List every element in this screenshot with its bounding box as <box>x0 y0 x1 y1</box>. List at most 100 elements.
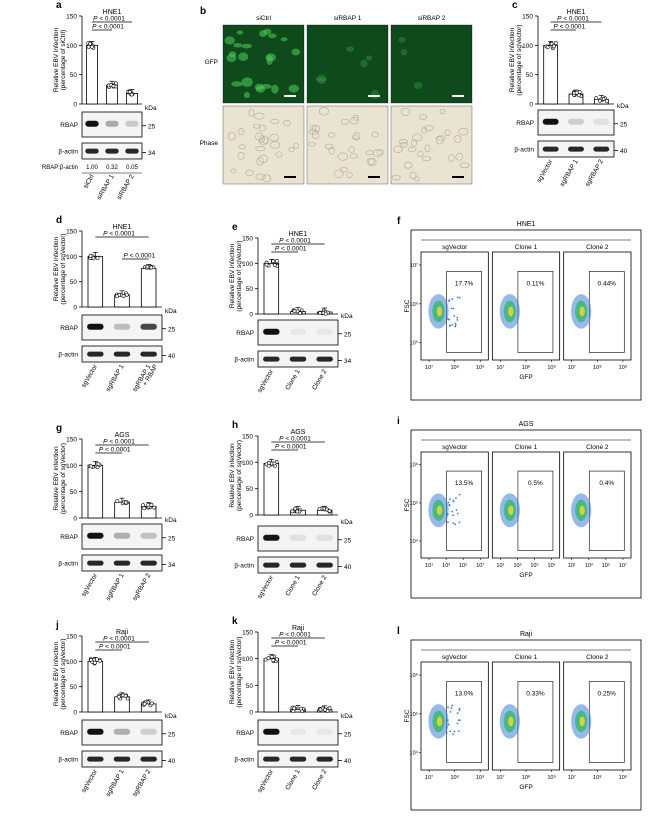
cell-cloud-peak <box>436 716 443 727</box>
y-tick-label: 50 <box>246 286 254 293</box>
x-group-label: sgRBAP 1 <box>559 158 580 188</box>
protein-band <box>125 120 139 127</box>
phase-cell <box>252 123 261 129</box>
x-group-label: sgRBAP 2 <box>584 158 605 188</box>
data-point <box>89 658 94 662</box>
y-axis-label: FSC <box>404 709 411 722</box>
phase-cell <box>455 152 463 161</box>
phase-cell <box>365 150 374 156</box>
data-point <box>116 694 121 699</box>
cell-event <box>457 730 460 733</box>
blot-label: RBAP <box>60 730 78 737</box>
sample-label: sgVector <box>442 444 468 451</box>
y-tick-label: 0 <box>249 513 253 520</box>
x-tick-label: 10⁹ <box>476 774 484 781</box>
phase-cell <box>418 114 428 120</box>
x-tick-label: 10⁸ <box>593 774 601 781</box>
y-tick-label: 150 <box>242 434 253 441</box>
protein-band <box>140 351 157 357</box>
panel-letter: h <box>232 420 238 431</box>
cell-event <box>447 723 450 726</box>
protein-band <box>87 532 104 539</box>
protein-band <box>140 323 157 330</box>
mw-label: 34 <box>344 358 352 365</box>
phase-cell <box>293 142 300 150</box>
x-group-label: sgVector <box>80 572 99 598</box>
x-tick-label: 10⁷ <box>425 774 433 781</box>
cell-event <box>456 712 459 714</box>
data-point <box>552 44 556 49</box>
gfp-cell <box>398 36 406 43</box>
mw-label: 25 <box>344 731 352 738</box>
x-group-label: sgRBAP 2 <box>131 572 152 602</box>
sample-label: Clone 1 <box>515 654 538 661</box>
protein-band <box>140 728 157 735</box>
x-group-label: sgVector <box>256 574 275 600</box>
y-tick-label: 100 <box>242 460 253 467</box>
p-value: P < 0.0001 <box>279 632 311 639</box>
gate-percent: 13.0% <box>455 690 474 697</box>
mw-label: 34 <box>168 562 176 569</box>
phase-cell <box>393 145 403 154</box>
cell-cloud-peak <box>436 306 443 317</box>
x-tick-label: 10⁸ <box>522 364 530 371</box>
data-point <box>146 502 151 507</box>
bar <box>263 262 280 315</box>
y-tick-label: 10⁵ <box>410 500 418 507</box>
data-point <box>293 506 298 511</box>
x-tick-label: 10⁸ <box>450 774 458 781</box>
protein-band <box>105 120 119 127</box>
ratio-value: 1.00 <box>86 165 98 171</box>
phase-cell <box>288 147 295 153</box>
x-tick-label: 10⁷ <box>496 364 504 371</box>
blot-label: β-actin <box>58 561 78 568</box>
blot-label: RBAP <box>236 730 254 737</box>
gate-percent: 0.5% <box>528 480 543 487</box>
phase-cell <box>421 127 428 134</box>
condition-label: siRBAP 1 <box>334 15 362 22</box>
cell-event <box>446 719 449 722</box>
phase-image <box>222 105 305 185</box>
phase-cell <box>334 169 344 178</box>
data-point <box>318 311 323 316</box>
y-axis-label: Relative EBV infection <box>53 236 60 301</box>
y-tick-label: 150 <box>242 630 253 637</box>
p-value: P < 0.0001 <box>92 24 124 31</box>
gfp-cell <box>413 82 423 90</box>
protein-band <box>542 146 559 152</box>
cell-event <box>458 296 461 299</box>
cell-event <box>451 510 454 513</box>
scale-bar <box>452 95 464 97</box>
chart-title: AGS <box>519 421 534 428</box>
y-axis-label: (percentage of sgVector) <box>516 24 523 95</box>
panel-letter: a <box>56 0 62 11</box>
mw-label: 25 <box>620 121 628 128</box>
x-tick-label: 10⁷ <box>496 774 504 781</box>
gate-percent: 13.5% <box>455 480 474 487</box>
x-tick-label: 10⁷ <box>568 774 576 781</box>
y-axis-label: (percentage of sgVector) <box>236 440 243 511</box>
protein-band <box>263 328 280 335</box>
kda-label: kDa <box>165 713 177 720</box>
western-blot-rbap <box>537 109 615 136</box>
phase-cell <box>448 154 455 162</box>
phase-cell <box>340 167 348 173</box>
bar <box>543 44 559 105</box>
x-group-label: siCtrl <box>82 173 96 190</box>
protein-band <box>113 532 131 539</box>
protein-band <box>85 120 99 127</box>
protein-band <box>316 328 333 335</box>
phase-cell <box>421 156 432 162</box>
data-point <box>125 696 130 701</box>
protein-band <box>289 562 307 568</box>
phase-cell <box>230 168 237 174</box>
phase-image <box>306 105 389 185</box>
gate-percent: 0.33% <box>526 690 545 697</box>
chart-title: Raji <box>520 631 533 638</box>
x-axis-label: GFP <box>519 784 532 791</box>
phase-cell <box>407 146 417 152</box>
blot-label: β-actin <box>234 757 254 764</box>
x-tick-label: 10⁹ <box>619 774 627 781</box>
protein-band <box>263 356 280 362</box>
gfp-cell <box>241 77 253 88</box>
